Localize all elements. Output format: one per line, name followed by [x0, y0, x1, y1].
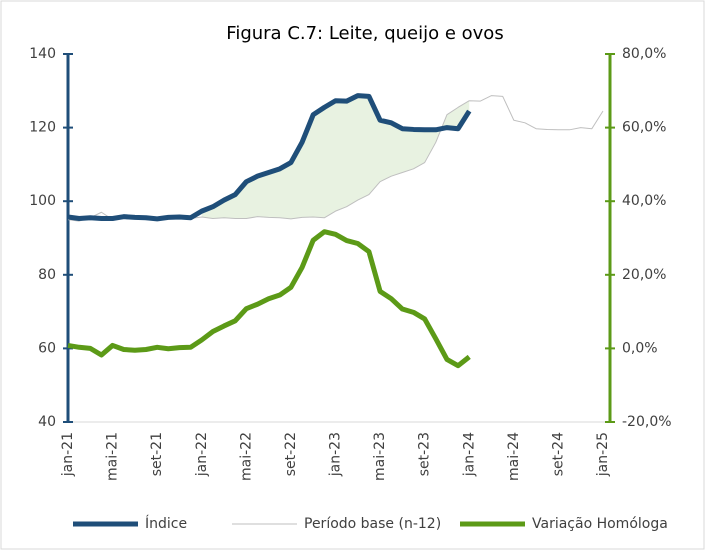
x-tick-label: jan-23 [328, 432, 344, 477]
y2-tick-label: 80,0% [622, 46, 666, 62]
x-tick-label: mai-22 [238, 432, 254, 481]
series-line [67, 93, 472, 222]
legend-label: Período base (n-12) [304, 516, 441, 532]
x-tick-label: set-21 [149, 432, 165, 476]
legend-label: Variação Homóloga [532, 516, 668, 532]
series-line [67, 229, 471, 369]
x-tick-label: mai-21 [105, 432, 121, 481]
y-tick-label: 140 [29, 46, 56, 62]
y-tick-label: 40 [38, 414, 56, 430]
x-tick-label: jan-24 [461, 432, 477, 477]
y2-tick-label: 40,0% [622, 193, 666, 209]
y2-tick-label: 60,0% [622, 120, 666, 136]
x-tick-label: set-22 [283, 432, 299, 476]
legend-label: Índice [145, 515, 187, 532]
y-tick-label: 100 [29, 193, 56, 209]
y-tick-label: 60 [38, 340, 56, 356]
y2-tick-label: -20,0% [622, 414, 672, 430]
y-tick-label: 80 [38, 267, 56, 283]
chart-title: Figura C.7: Leite, queijo e ovos [226, 23, 503, 44]
y2-tick-label: 20,0% [622, 267, 666, 283]
x-tick-label: jan-22 [194, 432, 210, 477]
x-tick-label: mai-23 [372, 432, 388, 481]
x-tick-label: jan-21 [60, 432, 76, 477]
y2-tick-label: 0,0% [622, 340, 658, 356]
gap-area [201, 95, 470, 219]
x-tick-label: set-23 [417, 432, 433, 476]
y-tick-label: 120 [29, 120, 56, 136]
x-tick-label: jan-25 [595, 432, 611, 477]
x-tick-label: set-24 [550, 432, 566, 476]
x-tick-label: mai-24 [506, 432, 522, 481]
